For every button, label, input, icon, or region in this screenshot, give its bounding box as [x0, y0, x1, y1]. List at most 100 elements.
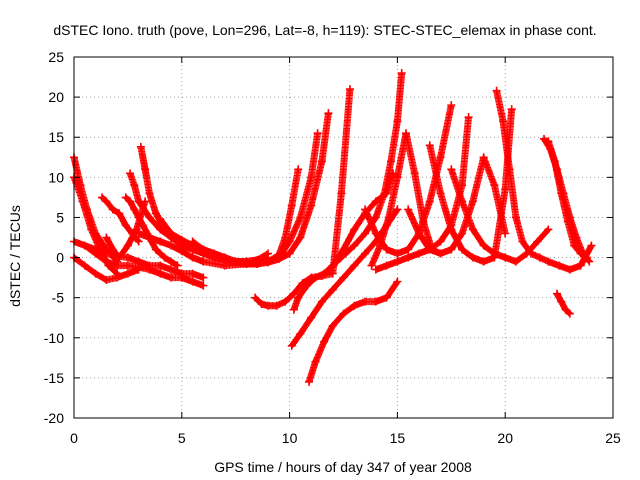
data-series [333, 69, 406, 266]
data-point-trail [286, 215, 304, 244]
data-point [199, 273, 208, 282]
data-point-trail [448, 167, 466, 204]
data-point-trail [190, 238, 206, 253]
data-point-trail [351, 231, 368, 248]
data-point-trail [564, 219, 578, 248]
data-point [397, 69, 406, 78]
data-series [361, 101, 456, 258]
data-point-trail [179, 248, 195, 261]
data-point-trail [297, 203, 315, 240]
data-point-trail [308, 159, 326, 208]
data-point-trail [282, 291, 297, 305]
data-point-trail [295, 283, 310, 300]
data-point [199, 281, 208, 290]
x-axis-label: GPS time / hours of day 347 of year 2008 [214, 459, 472, 475]
data-point-trail [168, 230, 185, 245]
data-point-trail [123, 223, 135, 236]
data-point [393, 277, 402, 286]
data-point-trail [458, 115, 472, 188]
data-series [305, 277, 402, 386]
data-point-trail [411, 171, 427, 224]
data-point-trail [381, 159, 395, 196]
y-tick-label: -15 [44, 370, 64, 386]
data-point-trail [116, 243, 131, 260]
data-point [447, 101, 456, 110]
data-point-trail [459, 199, 476, 232]
data-point-trail [578, 250, 590, 261]
data-point-trail [459, 246, 476, 261]
data-point-trail [330, 275, 347, 293]
data-series [404, 153, 510, 258]
x-tick-label: 15 [390, 430, 406, 446]
data-point-trail [312, 339, 327, 364]
data-point [294, 165, 303, 174]
data-point-trail [123, 194, 133, 204]
data-point [583, 253, 592, 262]
data-point-trail [362, 207, 379, 236]
y-axis-label: dSTEC / TECUs [7, 205, 23, 307]
data-point-trail [470, 227, 487, 248]
chart-title: dSTEC Iono. truth (pove, Lon=296, Lat=-8… [53, 22, 596, 38]
y-tick-label: 20 [48, 89, 64, 105]
data-series [447, 165, 553, 266]
data-point-trail [93, 250, 109, 265]
data-point-trail [551, 159, 565, 196]
data-point-trail [405, 207, 422, 236]
data-point [501, 229, 510, 238]
data-point-trail [137, 144, 149, 172]
data-point [565, 309, 574, 318]
data-point [134, 265, 143, 274]
data-point-trail [437, 103, 455, 160]
data-point-trail [340, 227, 358, 252]
x-tick-label: 10 [282, 430, 298, 446]
data-point-trail [291, 280, 306, 296]
data-point-trail [157, 226, 174, 241]
data-point-trail [351, 251, 368, 268]
data-series [552, 289, 574, 318]
data-points [70, 69, 596, 386]
data-point-trail [513, 250, 530, 265]
data-point-trail [321, 263, 336, 277]
data-point-trail [88, 227, 103, 252]
data-point-trail [300, 274, 314, 286]
data-point-trail [383, 279, 401, 300]
data-point-trail [110, 206, 122, 217]
data-point-trail [297, 315, 314, 337]
data-point-trail [307, 131, 321, 180]
data-point-trail [330, 311, 347, 329]
y-tick-label: -5 [52, 290, 65, 306]
data-point [507, 105, 516, 114]
data-point [173, 261, 182, 270]
data-point-trail [82, 262, 98, 277]
data-point-trail [106, 263, 120, 277]
data-series [102, 197, 150, 262]
plot-frame [73, 56, 614, 419]
data-point-trail [168, 258, 180, 269]
data-point-trail [304, 275, 318, 289]
data-point-trail [535, 227, 551, 244]
data-point [345, 85, 354, 94]
data-point-trail [493, 88, 507, 124]
data-point [134, 237, 143, 246]
data-point-trail [340, 263, 357, 281]
data-point [313, 129, 322, 138]
y-tick-label: -10 [44, 330, 64, 346]
data-point-trail [351, 211, 368, 232]
x-tick-label: 20 [497, 430, 513, 446]
data-point-trail [162, 254, 174, 265]
data-point-trail [79, 199, 95, 232]
data-point-trail [334, 251, 349, 265]
data-point-trail [394, 71, 406, 124]
x-tick-label: 0 [70, 430, 78, 446]
data-point-trail [385, 175, 401, 220]
data-point-trail [318, 111, 332, 164]
data-point-trail [157, 251, 167, 261]
data-series [231, 109, 333, 268]
y-tick-label: -20 [44, 410, 64, 426]
data-point-trail [512, 215, 526, 244]
x-tick-label: 25 [605, 430, 621, 446]
data-point-trail [305, 359, 319, 384]
data-point-trail [469, 155, 487, 204]
data-point-trail [141, 167, 153, 196]
